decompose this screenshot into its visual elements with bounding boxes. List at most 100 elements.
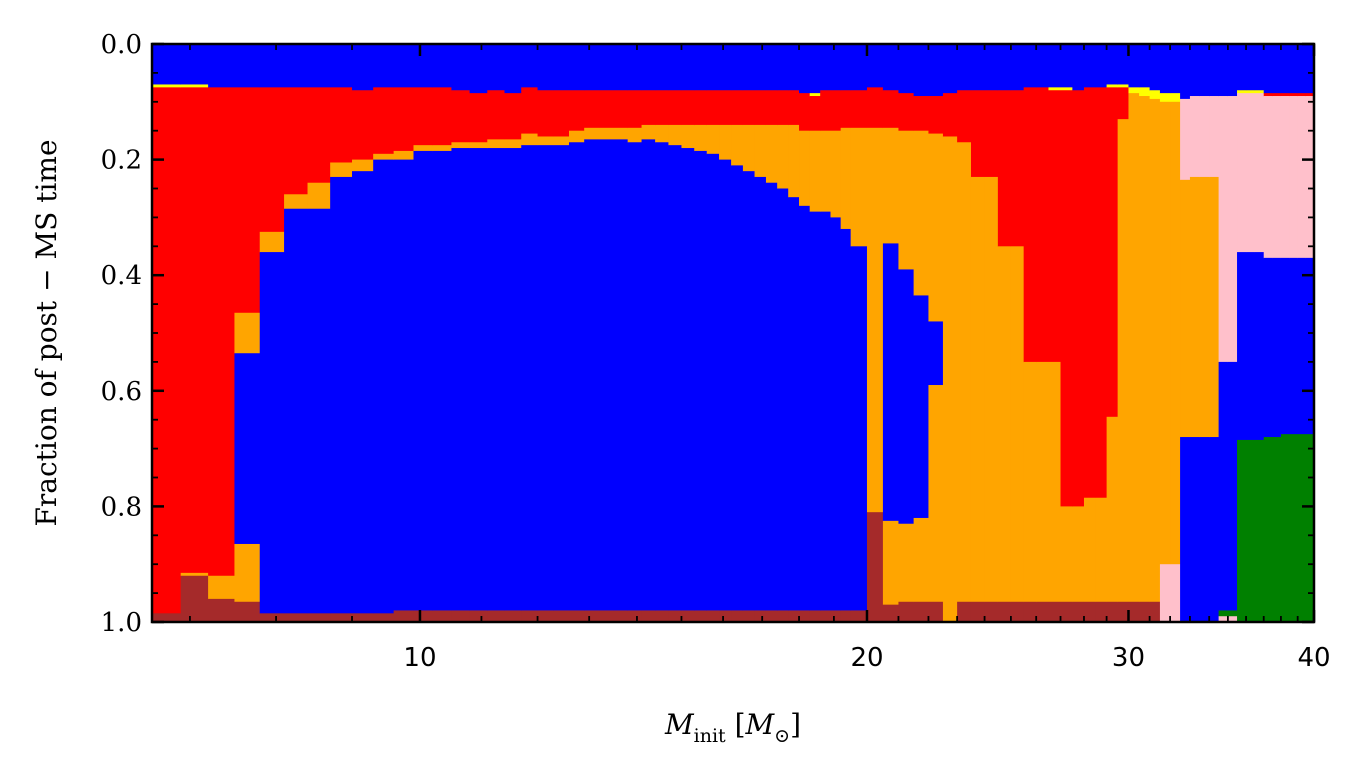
bar-43-seg-0-blue — [850, 44, 868, 91]
bar-81-seg-4-green — [1289, 434, 1299, 623]
bar-41-seg-1-red — [830, 90, 842, 132]
bar-81-seg-1-red — [1289, 93, 1299, 97]
bar-31-seg-1-red — [719, 90, 732, 126]
bar-4-seg-4-brown — [259, 613, 285, 623]
bar-83-seg-0-blue — [1305, 44, 1315, 94]
bar-30-seg-3-blue — [706, 153, 720, 611]
bar-1-seg-2-red — [180, 87, 209, 574]
bar-42-seg-0-blue — [840, 44, 852, 91]
bar-1-seg-1-yellow — [180, 84, 209, 88]
bar-31-seg-3-blue — [719, 159, 732, 611]
bar-31-seg-0-blue — [719, 44, 732, 91]
bar-73-seg-3-blue — [1218, 439, 1229, 611]
bar-15-seg-0-blue — [487, 44, 506, 91]
bar-39-seg-0-blue — [809, 44, 821, 94]
bar-43-seg-1-red — [850, 90, 868, 129]
bar-40-seg-4-brown — [820, 610, 832, 623]
bar-59-seg-2-orange — [1072, 506, 1085, 603]
bar-36-seg-0-blue — [777, 44, 789, 91]
bar-75-seg-2-pink — [1237, 93, 1247, 253]
bar-78-seg-2-pink — [1263, 96, 1273, 259]
bar-29-seg-0-blue — [694, 44, 708, 91]
bar-68-seg-3-pink — [1170, 564, 1181, 623]
axis-ticks — [152, 42, 1316, 624]
bar-15-seg-4-brown — [487, 610, 506, 623]
bar-54-seg-1-red — [1010, 90, 1025, 247]
bar-45-seg-2-orange — [882, 127, 900, 244]
bar-46-seg-1-red — [898, 93, 915, 132]
bar-79-seg-3-blue — [1272, 257, 1282, 438]
bar-8-seg-1-red — [352, 90, 374, 160]
bar-73-seg-2-blue — [1218, 361, 1229, 441]
y-tick-label-1: 0.2 — [101, 146, 142, 176]
bar-22-seg-4-brown — [599, 610, 615, 623]
bar-77-seg-1-yellow — [1254, 90, 1265, 94]
bar-79-seg-0-blue — [1272, 44, 1282, 94]
bar-17-seg-1-red — [521, 87, 539, 134]
bar-49-seg-2-orange — [942, 136, 958, 623]
bar-73-seg-5-pink — [1218, 616, 1229, 623]
bar-76-seg-2-pink — [1246, 93, 1256, 253]
bar-46-seg-4-orange — [898, 523, 915, 603]
bar-27-seg-2-orange — [668, 124, 683, 146]
bar-81-seg-3-blue — [1289, 257, 1299, 435]
bar-73-seg-1-pink — [1218, 96, 1229, 363]
y-tick-label-5: 1.0 — [101, 608, 142, 638]
bar-53-seg-1-red — [997, 90, 1012, 247]
bar-26-seg-2-orange — [655, 124, 670, 143]
bar-31-seg-2-orange — [719, 124, 732, 160]
bar-76-seg-0-blue — [1246, 44, 1256, 91]
bar-51-seg-1-red — [970, 90, 986, 178]
bar-80-seg-0-blue — [1280, 44, 1290, 94]
bar-15-seg-2-orange — [487, 139, 506, 149]
bar-48-seg-2-orange — [928, 133, 944, 322]
bar-38-seg-1-red — [799, 93, 811, 132]
bar-10-seg-2-orange — [393, 150, 415, 160]
bar-65-seg-3-brown — [1139, 601, 1151, 623]
bar-75-seg-1-yellow — [1237, 90, 1247, 94]
bar-69-seg-1-pink — [1180, 98, 1191, 181]
bar-32-seg-4-brown — [731, 610, 744, 623]
bar-14-seg-3-blue — [469, 148, 488, 611]
bar-14-seg-0-blue — [469, 44, 488, 94]
bar-25-seg-3-blue — [641, 139, 656, 611]
bar-67-seg-3-pink — [1159, 564, 1171, 623]
bar-69-seg-3-blue — [1180, 437, 1191, 623]
bar-61-seg-3-brown — [1095, 601, 1108, 623]
bar-46-seg-5-brown — [898, 601, 915, 623]
bar-13-seg-0-blue — [451, 44, 471, 91]
bar-34-seg-2-orange — [754, 124, 767, 178]
bar-62-seg-3-orange — [1106, 416, 1119, 603]
bar-42-seg-2-orange — [840, 127, 852, 230]
bar-52-seg-3-brown — [984, 601, 999, 623]
bar-38-seg-0-blue — [799, 44, 811, 94]
bar-18-seg-4-brown — [537, 610, 555, 623]
bar-18-seg-1-red — [537, 90, 555, 137]
bar-54-seg-2-orange — [1010, 246, 1025, 603]
y-axis-label: Fraction of post − MS time — [30, 139, 63, 526]
bar-4-seg-0-blue — [259, 44, 285, 88]
bar-35-seg-0-blue — [765, 44, 778, 91]
bar-47-seg-1-red — [913, 96, 930, 132]
bar-58-seg-3-orange — [1060, 506, 1073, 603]
bar-12-seg-2-orange — [432, 145, 453, 152]
bar-66-seg-2-orange — [1149, 98, 1161, 603]
bar-11-seg-4-brown — [413, 610, 434, 623]
bar-6-seg-2-orange — [307, 182, 331, 210]
bar-67-seg-0-blue — [1159, 44, 1171, 94]
bar-37-seg-0-blue — [788, 44, 800, 91]
bar-8-seg-4-brown — [352, 613, 374, 623]
bar-2-seg-0-blue — [208, 44, 236, 88]
bar-37-seg-2-orange — [788, 124, 800, 198]
bar-71-seg-1-pink — [1199, 96, 1210, 178]
bar-40-seg-2-orange — [820, 130, 832, 213]
bar-28-seg-3-blue — [681, 148, 695, 611]
bar-76-seg-4-green — [1246, 439, 1256, 623]
bar-19-seg-1-red — [553, 90, 570, 137]
bar-7-seg-0-blue — [330, 44, 353, 88]
bar-47-seg-3-blue — [913, 295, 930, 519]
bar-8-seg-0-blue — [352, 44, 374, 91]
bar-9-seg-1-red — [373, 87, 395, 155]
bar-57-seg-3-orange — [1048, 361, 1062, 603]
